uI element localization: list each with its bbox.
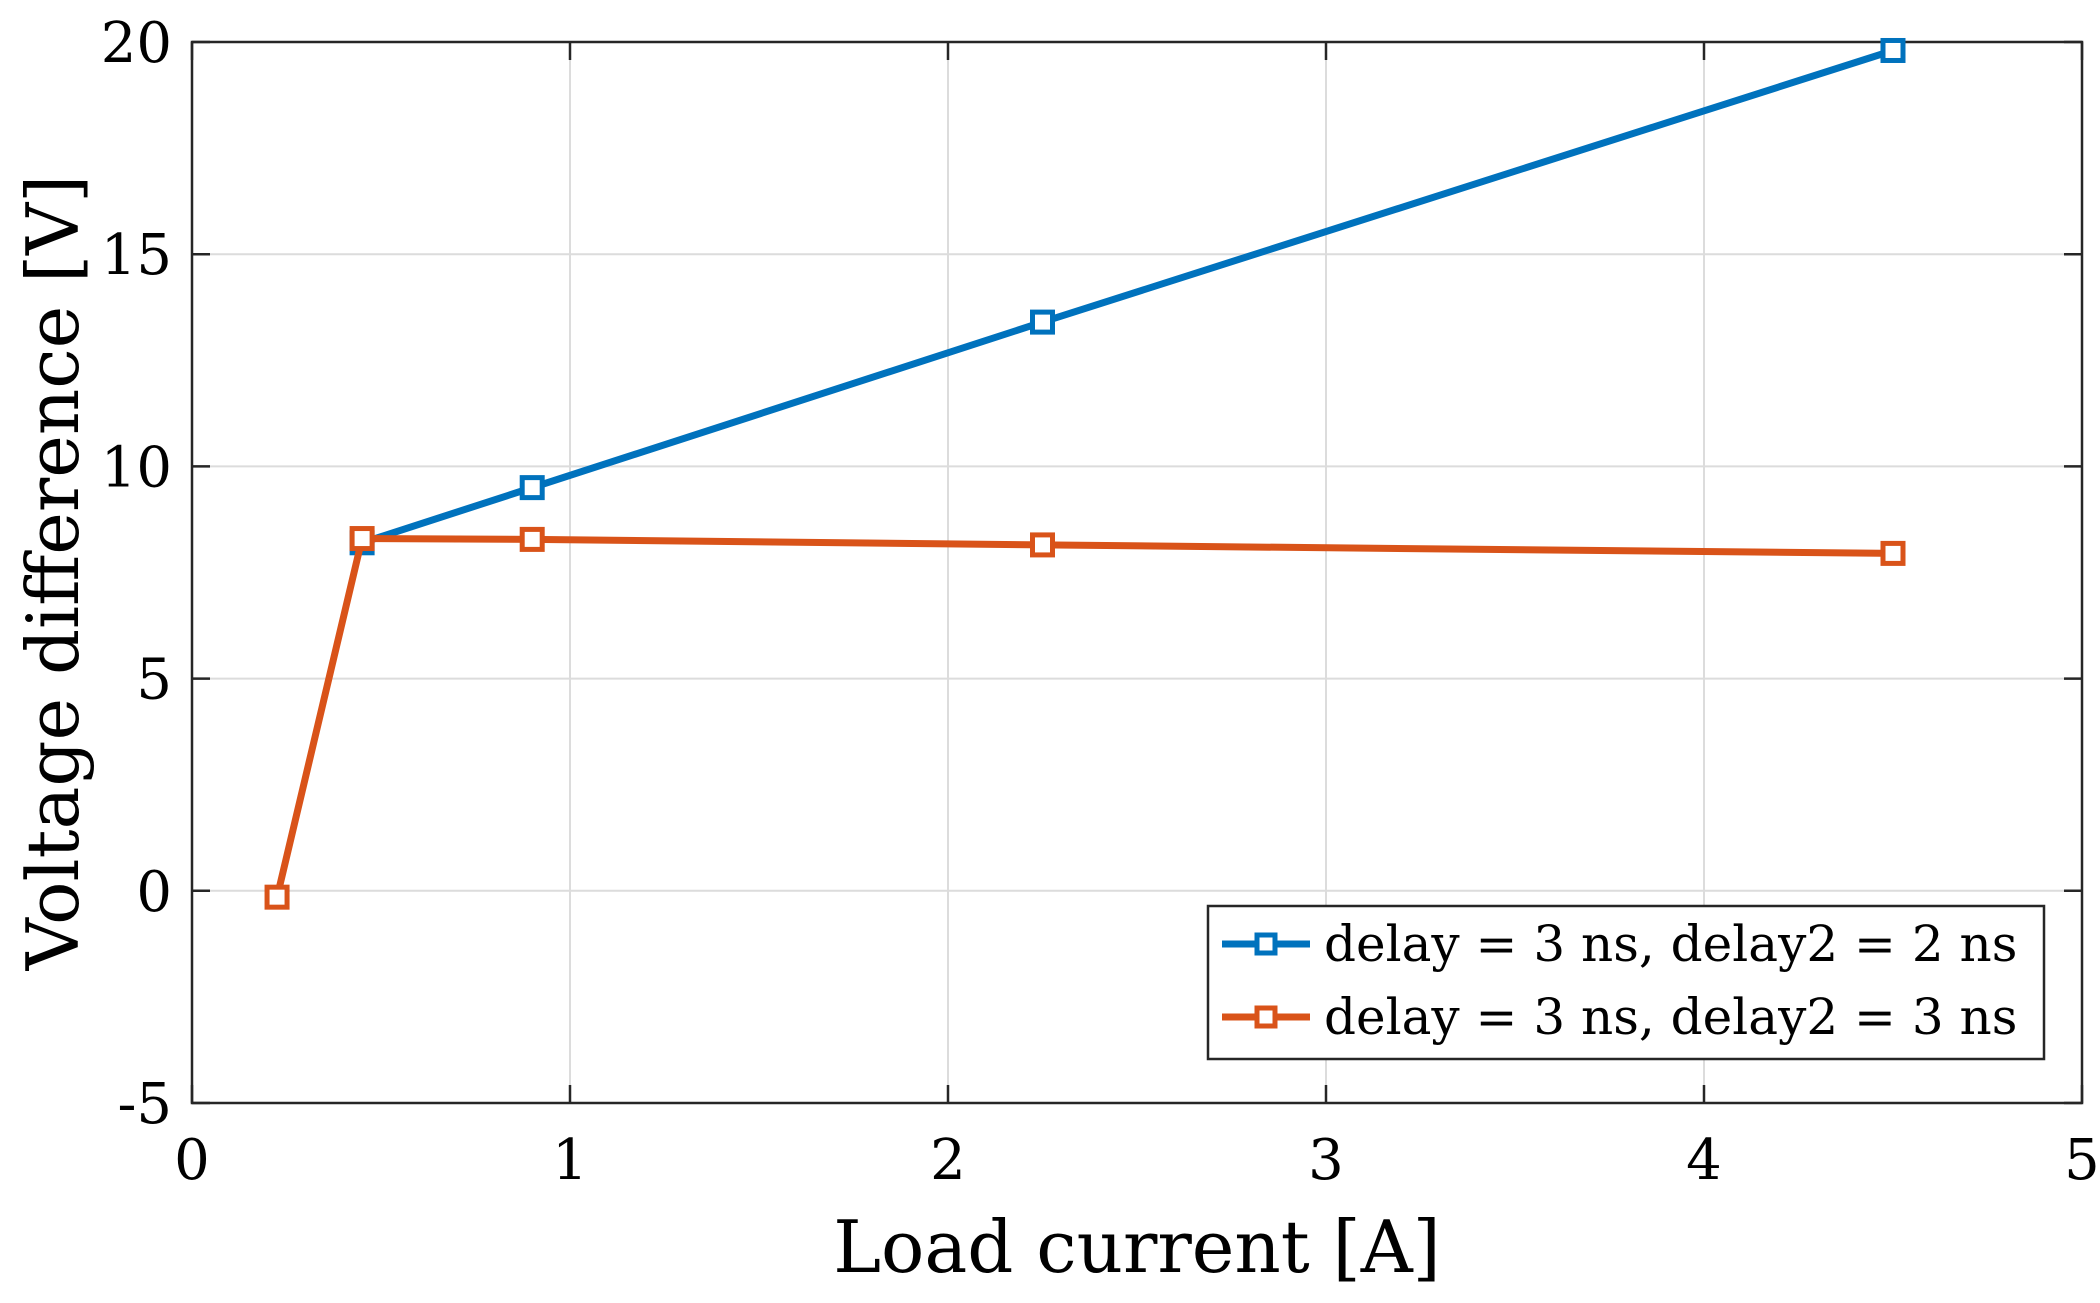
- y-tick-label: 0: [136, 860, 172, 925]
- y-axis-title: Voltage difference [V]: [11, 175, 95, 971]
- series-2-point: [1880, 540, 1906, 566]
- series-2-point: [264, 884, 290, 910]
- x-tick-label: 2: [930, 1128, 966, 1193]
- plot-area-frame: [190, 40, 2084, 1105]
- series-2: [264, 526, 1906, 910]
- y-tick-label: 10: [101, 435, 172, 500]
- y-tick-label: 20: [101, 11, 172, 76]
- data-series: [264, 37, 1906, 910]
- x-tick-label: 0: [174, 1128, 210, 1193]
- axis-labels: Load current [A] Voltage difference [V]: [11, 175, 1441, 1289]
- series-2-point: [1030, 532, 1055, 558]
- series-1-point: [519, 475, 545, 501]
- x-tick-label: 5: [2064, 1128, 2100, 1193]
- legend-box: [1206, 904, 2046, 1061]
- series-2-point: [349, 526, 375, 552]
- y-tick-label: 15: [101, 223, 172, 288]
- series-1-point: [1030, 309, 1055, 335]
- y-tick-label: -5: [117, 1072, 172, 1137]
- legend-marker-2: [1254, 1005, 1278, 1029]
- x-tick-label: 1: [552, 1128, 588, 1193]
- grid-lines: [192, 42, 2082, 1103]
- x-tick-label: 4: [1686, 1128, 1722, 1193]
- y-tick-label: 5: [136, 648, 172, 713]
- legend-marker-1: [1254, 932, 1278, 956]
- x-axis-title: Load current [A]: [833, 1205, 1441, 1289]
- x-tick-label: 3: [1308, 1128, 1344, 1193]
- legend-label-1: delay = 3 ns, delay2 = 2 ns: [1324, 915, 2017, 973]
- series-2-line: [273, 535, 1897, 901]
- legend: delay = 3 ns, delay2 = 2 ns delay = 3 ns,…: [1206, 904, 2046, 1061]
- series-2-point: [519, 526, 545, 552]
- series-1-line: [358, 46, 1897, 547]
- series-1: [349, 37, 1906, 556]
- legend-label-2: delay = 3 ns, delay2 = 3 ns: [1324, 988, 2017, 1046]
- series-1-point: [1880, 37, 1906, 63]
